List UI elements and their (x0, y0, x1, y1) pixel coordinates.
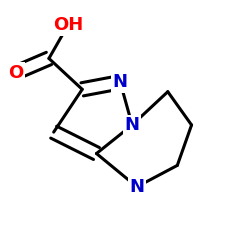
Text: N: N (113, 73, 128, 91)
Text: O: O (8, 64, 23, 82)
Text: N: N (130, 178, 144, 196)
Text: N: N (125, 116, 140, 134)
Text: OH: OH (53, 16, 83, 34)
